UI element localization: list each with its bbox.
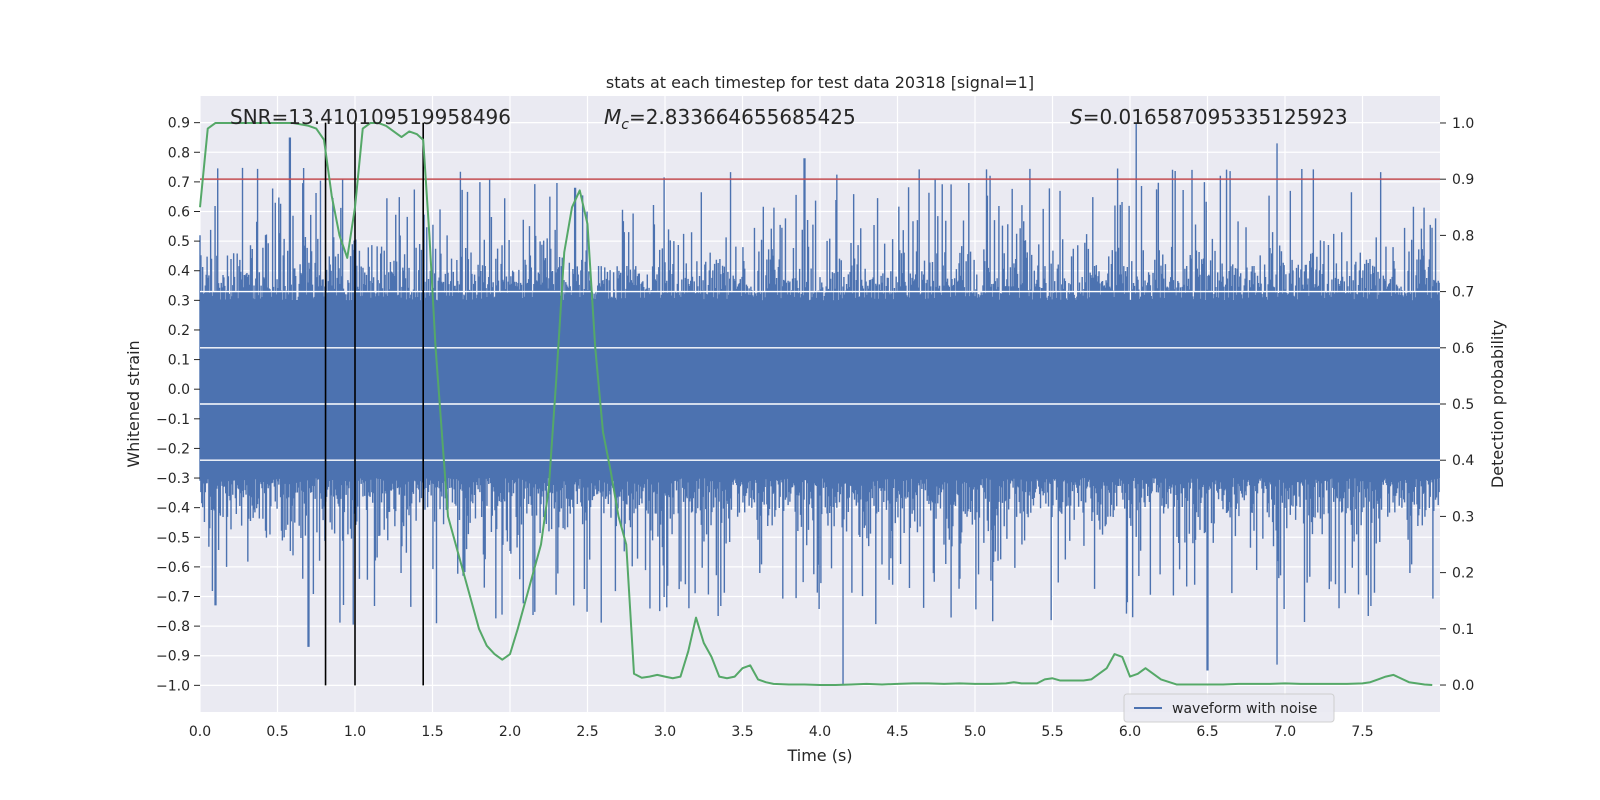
y-tick-label: −0.2 xyxy=(156,441,190,457)
x-tick-label: 3.5 xyxy=(731,724,753,740)
horizontal-lines xyxy=(200,178,1440,461)
s-value: =0.016587095335125923 xyxy=(1083,105,1348,129)
x-tick-label: 1.0 xyxy=(344,724,366,740)
x-tick-label: 6.5 xyxy=(1196,724,1218,740)
legend-entry-waveform: waveform with noise xyxy=(1172,701,1317,717)
y-right-tick-label: 0.6 xyxy=(1452,341,1474,357)
y-axis-label: Whitened strain xyxy=(124,340,143,467)
y-tick-label: −0.8 xyxy=(156,619,190,635)
y-tick-label: −0.4 xyxy=(156,501,190,517)
x-tick-label: 4.0 xyxy=(809,724,831,740)
legend-box xyxy=(1123,693,1335,723)
y-right-tick-label: 0.7 xyxy=(1452,285,1474,301)
x-tick-label: 2.5 xyxy=(576,724,598,740)
y-tick-label: −0.3 xyxy=(156,471,190,487)
x-axis-label: Time (s) xyxy=(786,746,852,765)
waveform-core-band xyxy=(200,300,1440,479)
y-right-tick-label: 0.1 xyxy=(1452,622,1474,638)
y-tick-label: 0.9 xyxy=(168,116,190,132)
chirp-mass-symbol: M xyxy=(604,105,621,129)
y-tick-label: 0.3 xyxy=(168,293,190,309)
detection-probability-series xyxy=(199,121,1433,687)
y-tick-label: 0.6 xyxy=(168,205,190,221)
y-tick-label: 0.7 xyxy=(168,175,190,191)
y-tick-label: 0.4 xyxy=(168,264,190,280)
detection-probability-line xyxy=(199,121,1433,687)
x-tick-label: 5.5 xyxy=(1041,724,1063,740)
y-right-tick-label: 1.0 xyxy=(1452,116,1474,132)
y-tick-label: −0.7 xyxy=(156,590,190,606)
x-tick-label: 4.5 xyxy=(886,724,908,740)
x-tick-label: 0.5 xyxy=(266,724,288,740)
chirp-mass-annotation: Mc=2.833664655685425 xyxy=(604,105,856,133)
y-right-tick-label: 0.4 xyxy=(1452,453,1474,469)
y-tick-label: 0.5 xyxy=(168,234,190,250)
x-tick-label: 7.5 xyxy=(1351,724,1373,740)
y-right-tick-label: 0.8 xyxy=(1452,228,1474,244)
waveform-with-noise-series xyxy=(199,122,1440,686)
y-right-tick-label: 0.3 xyxy=(1452,509,1474,525)
chirp-mass-subscript: c xyxy=(621,117,629,133)
legend: waveform with noise xyxy=(1123,693,1335,723)
y-tick-label: −0.9 xyxy=(156,649,190,665)
x-tick-label: 2.0 xyxy=(499,724,521,740)
y-tick-label: 0.0 xyxy=(168,382,190,398)
s-symbol: S xyxy=(1070,105,1083,129)
s-annotation: S=0.016587095335125923 xyxy=(1070,105,1348,129)
y-tick-label: −0.5 xyxy=(156,530,190,546)
chart-title: stats at each timestep for test data 203… xyxy=(606,73,1034,92)
y-right-axis-label: Detection probability xyxy=(1488,320,1507,488)
x-tick-label: 6.0 xyxy=(1119,724,1141,740)
x-tick-label: 3.0 xyxy=(654,724,676,740)
x-tick-label: 1.5 xyxy=(421,724,443,740)
y-right-tick-label: 0.0 xyxy=(1452,678,1474,694)
y-right-tick-label: 0.2 xyxy=(1452,566,1474,582)
x-tick-label: 5.0 xyxy=(964,724,986,740)
snr-annotation: SNR=13.410109519958496 xyxy=(230,105,511,129)
y-tick-label: −0.1 xyxy=(156,412,190,428)
y-right-tick-label: 0.5 xyxy=(1452,397,1474,413)
vertical-lines xyxy=(324,122,425,686)
x-tick-label: 7.0 xyxy=(1274,724,1296,740)
chirp-mass-value: =2.833664655685425 xyxy=(629,105,856,129)
y-tick-label: 0.8 xyxy=(168,145,190,161)
ticks: 0.0 0.5 1.0 1.5 2.0 2.5 3.0 3.5 4.0 4.5 5.0 5.5 6.0 6… xyxy=(156,116,1474,740)
x-tick-label: 0.0 xyxy=(189,724,211,740)
y-tick-label: −1.0 xyxy=(156,678,190,694)
y-tick-label: −0.6 xyxy=(156,560,190,576)
y-tick-label: 0.2 xyxy=(168,323,190,339)
y-tick-label: 0.1 xyxy=(168,353,190,369)
y-right-tick-label: 0.9 xyxy=(1452,172,1474,188)
